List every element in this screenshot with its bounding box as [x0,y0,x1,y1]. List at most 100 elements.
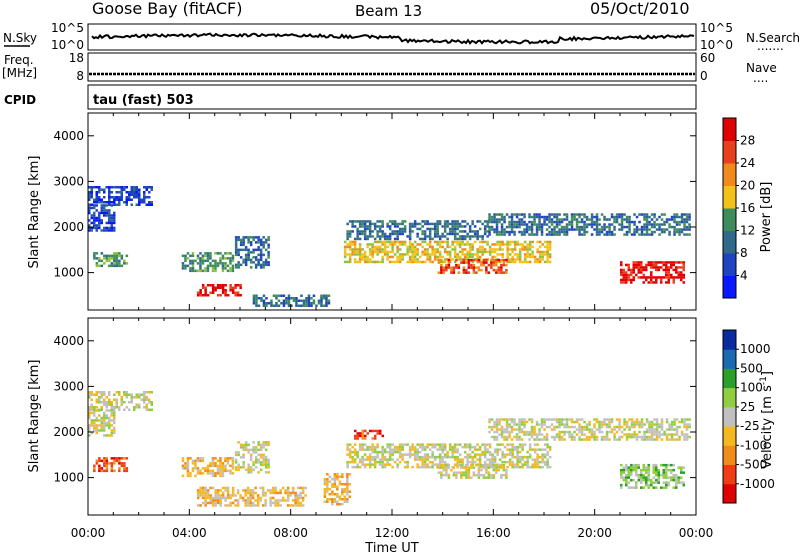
data-cell [98,459,101,463]
data-cell [249,448,253,452]
data-cell [678,223,681,226]
data-cell [276,491,280,495]
data-cell [573,435,576,439]
data-cell [259,443,263,447]
data-cell [113,462,116,465]
data-cell [148,186,151,189]
data-cell [685,213,689,216]
data-cell [475,473,478,477]
data-cell [262,294,266,297]
data-cell [501,253,504,256]
data-cell [540,423,544,426]
data-cell [630,268,633,272]
data-cell [431,250,434,254]
data-cell [530,228,534,231]
data-cell [216,496,220,500]
data-cell [453,245,457,249]
data-cell [411,258,414,261]
data-cell [229,496,232,500]
data-cell [393,445,397,449]
data-cell [675,276,678,279]
data-cell [600,213,604,216]
data-cell [685,433,689,436]
data-cell [647,486,650,489]
data-cell [461,460,464,464]
data-cell [628,228,631,231]
data-cell [378,235,382,238]
data-cell [655,433,659,436]
data-cell [267,458,270,462]
data-cell [326,480,329,483]
data-cell [493,248,497,251]
data-cell [226,504,230,507]
data-cell [598,423,601,426]
data-cell [673,423,676,426]
data-cell [558,418,561,421]
data-cell [491,250,494,254]
data-cell [346,480,349,483]
data-cell [665,420,669,424]
data-cell [648,233,651,236]
data-cell [523,240,527,244]
data-cell [353,448,357,451]
data-cell [496,450,499,454]
data-cell [680,420,684,424]
data-cell [488,450,492,454]
data-cell [209,499,212,502]
data-cell [391,232,394,236]
data-cell [108,259,111,263]
data-cell [545,223,549,226]
data-cell [346,473,349,476]
data-cell [333,473,337,476]
data-cell [488,228,491,231]
data-cell [135,396,138,399]
data-cell [608,425,611,429]
data-cell [224,499,227,502]
data-cell [603,420,606,424]
data-cell [307,297,311,300]
nsky-label: N.Sky [3,31,37,45]
data-cell [466,255,469,259]
data-cell [307,294,311,297]
data-cell [570,228,574,231]
data-cell [189,457,192,460]
data-cell [643,233,646,236]
data-cell [221,286,225,289]
data-cell [348,243,352,246]
data-cell [398,232,402,236]
data-cell [490,218,494,221]
data-cell [461,458,464,461]
data-cell [211,289,215,292]
data-cell [216,464,220,468]
data-cell [440,471,443,474]
data-cell [461,240,464,244]
data-cell [426,463,429,466]
y-tick-label: 1000 [53,266,84,280]
data-cell [196,291,200,294]
data-cell [189,269,192,273]
data-cell [93,204,96,207]
data-cell [680,466,683,469]
data-cell [242,448,245,452]
data-cell [346,235,349,238]
data-cell [667,278,670,282]
data-cell [413,448,417,451]
data-cell [595,218,599,221]
data-cell [338,480,342,483]
data-cell [128,401,131,404]
data-cell [487,476,491,479]
data-cell [120,462,124,465]
data-cell [113,219,116,222]
data-cell [558,435,561,439]
data-cell [398,260,402,264]
data-cell [376,235,379,238]
data-cell [115,391,118,394]
data-cell [234,284,237,287]
data-cell [665,483,668,487]
data-cell [660,266,663,269]
data-cell [476,253,479,256]
data-cell [457,471,461,474]
data-cell [560,220,564,224]
data-cell [613,233,616,236]
